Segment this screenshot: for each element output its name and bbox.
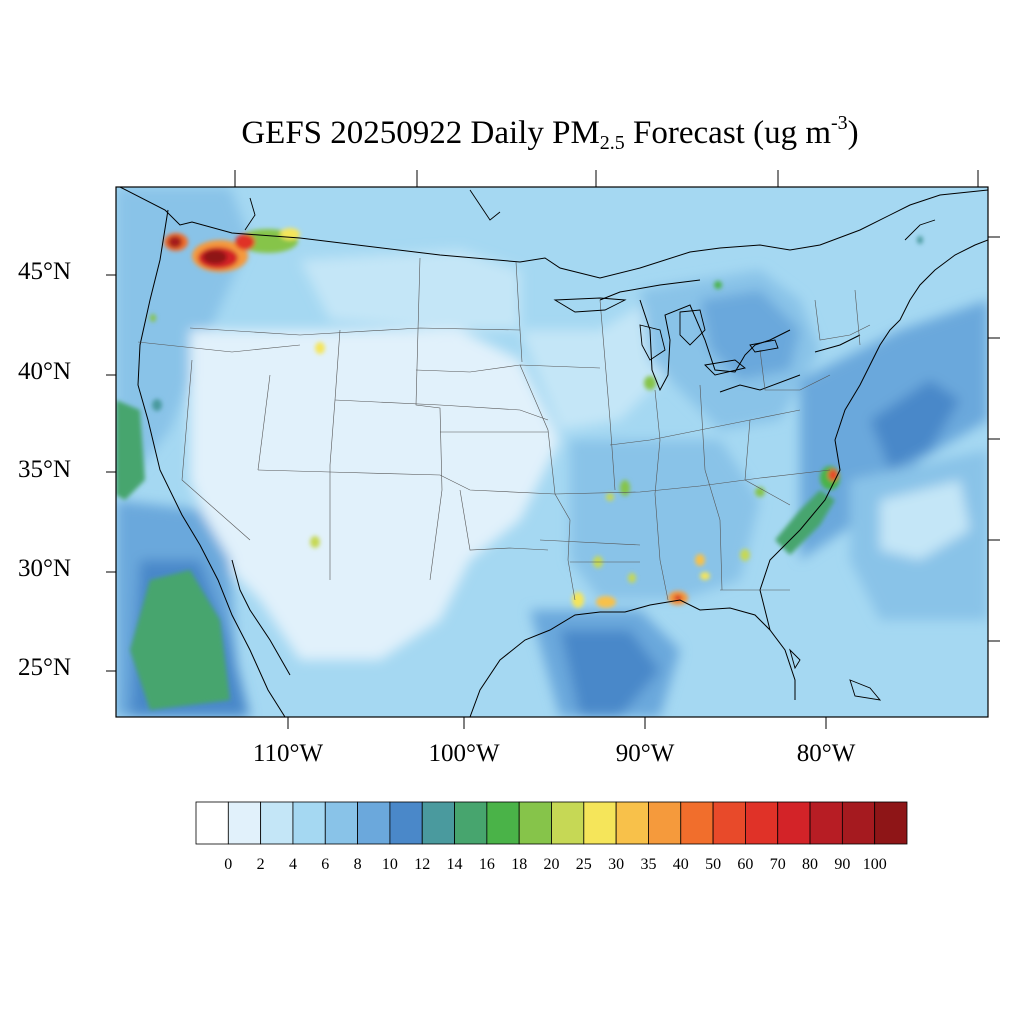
map-frame: [115, 186, 989, 718]
lat-label-45n: 45°N: [18, 258, 72, 285]
colorbar-tick-label: 16: [478, 856, 495, 873]
colorbar-swatch: [809, 801, 843, 845]
colorbar-swatch: [486, 801, 520, 845]
colorbar-swatch: [712, 801, 746, 845]
colorbar-swatch: [227, 801, 262, 845]
map-title: GEFS 20250922 Daily PM2.5 Forecast (ug m…: [0, 112, 1024, 155]
colorbar-tick-label: 18: [511, 856, 528, 873]
colorbar-swatch: [680, 801, 714, 845]
colorbar-tick-label: 25: [575, 856, 592, 873]
colorbar-swatch: [841, 801, 876, 845]
colorbar-tick-label: 10: [381, 856, 398, 873]
colorbar-tick-label: 2: [256, 856, 265, 873]
colorbar-swatch: [518, 801, 552, 845]
title-text: GEFS 20250922 Daily PM: [241, 115, 600, 151]
colorbar-swatch: [745, 801, 779, 845]
colorbar-swatch: [583, 801, 617, 845]
colorbar-tick-label: 6: [321, 856, 330, 873]
lon-label-90w: 90°W: [615, 740, 675, 767]
lat-label-35n: 35°N: [18, 456, 72, 483]
colorbar-tick-label: 90: [834, 856, 851, 873]
lakes-and-islands: [244, 189, 936, 701]
colorbar-tick-label: 60: [737, 856, 754, 873]
colorbar-swatch: [389, 801, 423, 845]
colorbar-swatch: [874, 801, 908, 845]
lat-label-25n: 25°N: [18, 654, 72, 681]
colorbar-tick-label: 4: [289, 856, 297, 873]
state-borders: [137, 257, 871, 601]
colorbar-swatch: [421, 801, 455, 845]
colorbar-swatch: [777, 801, 811, 845]
lat-label-40n: 40°N: [18, 358, 72, 385]
colorbar-swatch: [454, 801, 488, 845]
title-close: ): [847, 115, 859, 151]
lat-label-30n: 30°N: [18, 555, 72, 582]
colorbar-tick-label: 12: [414, 856, 431, 873]
colorbar-swatch: [324, 801, 358, 845]
colorbar-tick-label: 100: [862, 856, 887, 873]
colorbar-swatch: [615, 801, 649, 845]
colorbar-swatch: [357, 801, 391, 845]
colorbar-swatch: [195, 801, 229, 845]
colorbar-swatch: [648, 801, 682, 845]
colorbar: [195, 801, 908, 845]
title-superscript: -3: [831, 112, 848, 134]
colorbar-tick-label: 8: [353, 856, 362, 873]
lon-label-110w: 110°W: [252, 740, 324, 767]
colorbar-tick-label: 70: [769, 856, 786, 873]
colorbar-tick-label: 0: [224, 856, 233, 873]
title-suffix: Forecast (ug m: [624, 115, 831, 151]
colorbar-tick-label: 20: [543, 856, 560, 873]
tick-marks: [106, 170, 1000, 729]
title-subscript: 2.5: [599, 132, 625, 154]
colorbar-tick-label: 40: [672, 856, 689, 873]
coastlines-and-borders: [119, 187, 988, 717]
colorbar-tick-label: 14: [446, 856, 463, 873]
colorbar-swatch: [292, 801, 326, 845]
lon-label-80w: 80°W: [796, 740, 856, 767]
colorbar-tick-label: 80: [802, 856, 818, 873]
lon-label-100w: 100°W: [428, 740, 500, 767]
colorbar-tick-label: 50: [705, 856, 722, 873]
pm25-field: [116, 187, 988, 717]
colorbar-swatch: [260, 801, 294, 845]
colorbar-tick-label: 35: [640, 856, 657, 873]
colorbar-swatch: [551, 801, 585, 845]
colorbar-tick-label: 30: [608, 856, 625, 873]
